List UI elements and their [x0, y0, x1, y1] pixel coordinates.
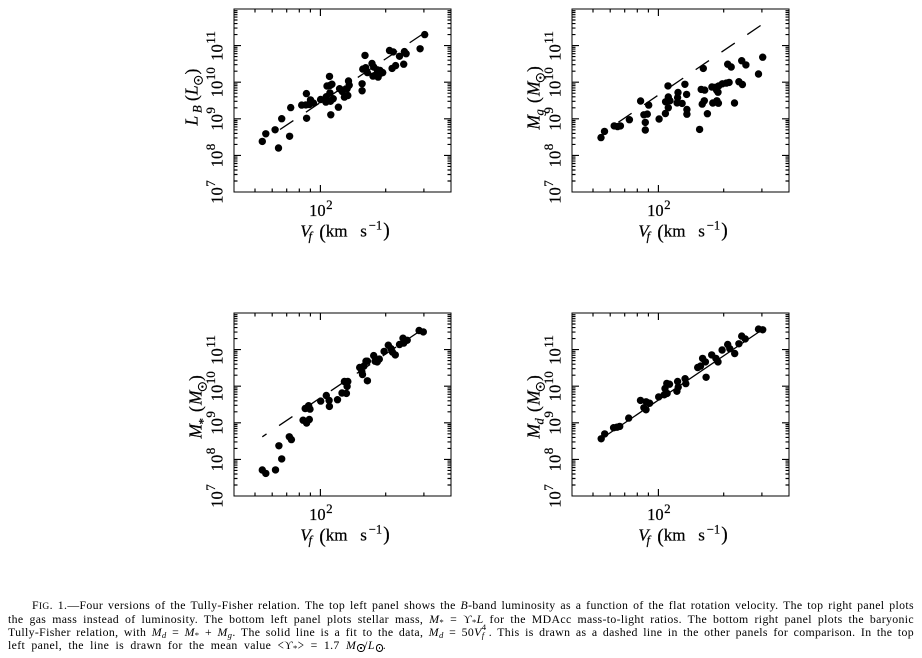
svg-text:10: 10: [545, 81, 564, 98]
svg-text:): ): [186, 375, 206, 381]
svg-text:9: 9: [203, 107, 218, 114]
svg-text:10: 10: [207, 81, 226, 98]
svg-text:9: 9: [541, 107, 556, 114]
svg-text:10: 10: [207, 114, 226, 131]
svg-text:10: 10: [545, 418, 564, 435]
svg-text:2: 2: [664, 501, 671, 516]
svg-text:10: 10: [309, 505, 326, 524]
svg-text:10: 10: [203, 371, 218, 384]
svg-text:10: 10: [545, 385, 564, 402]
svg-text:10: 10: [545, 114, 564, 131]
svg-text:10: 10: [545, 44, 564, 61]
svg-text:L: L: [182, 116, 202, 127]
svg-text:10: 10: [207, 418, 226, 435]
svg-text:10: 10: [545, 348, 564, 365]
svg-text:10: 10: [647, 505, 664, 524]
svg-text:): ): [182, 69, 202, 75]
svg-text:L: L: [182, 85, 202, 96]
svg-text:M: M: [186, 389, 206, 406]
svg-text:11: 11: [203, 335, 218, 348]
svg-text:10: 10: [207, 187, 226, 204]
svg-text:M: M: [524, 114, 544, 131]
svg-text:): ): [524, 375, 544, 381]
svg-text:M: M: [524, 80, 544, 97]
svg-text:*: *: [196, 418, 211, 425]
svg-text:10: 10: [545, 491, 564, 508]
svg-text:10: 10: [647, 201, 664, 220]
svg-text:M: M: [524, 423, 544, 440]
svg-text:M: M: [186, 423, 206, 440]
svg-text:10: 10: [545, 455, 564, 472]
svg-text:g: g: [533, 109, 547, 115]
svg-text:10: 10: [545, 187, 564, 204]
svg-text:(: (: [182, 95, 202, 101]
svg-text:2: 2: [664, 197, 671, 212]
svg-text:Vf(kms−1): Vf (km s −1): [300, 219, 390, 244]
svg-text:(: (: [524, 97, 544, 103]
svg-text:8: 8: [541, 448, 556, 455]
svg-text:B: B: [191, 105, 205, 113]
svg-text:7: 7: [203, 180, 218, 187]
svg-text:9: 9: [541, 411, 556, 418]
svg-text:10: 10: [541, 371, 556, 384]
svg-text:9: 9: [203, 411, 218, 418]
svg-text:10: 10: [309, 201, 326, 220]
svg-text:8: 8: [203, 144, 218, 151]
svg-text:10: 10: [207, 44, 226, 61]
svg-text:10: 10: [207, 491, 226, 508]
svg-text:8: 8: [541, 144, 556, 151]
svg-text:Vf(kms−1): Vf (km s −1): [638, 219, 728, 244]
svg-text:(: (: [186, 406, 206, 412]
svg-text:7: 7: [541, 484, 556, 491]
svg-text:(: (: [524, 406, 544, 412]
svg-text:Vf(kms−1): Vf (km s −1): [638, 523, 728, 548]
svg-text:10: 10: [207, 385, 226, 402]
svg-text:2: 2: [326, 501, 333, 516]
svg-text:10: 10: [545, 151, 564, 168]
svg-text:10: 10: [207, 455, 226, 472]
svg-text:2: 2: [326, 197, 333, 212]
svg-text:7: 7: [203, 484, 218, 491]
svg-text:8: 8: [203, 448, 218, 455]
svg-text:10: 10: [207, 151, 226, 168]
svg-text:10: 10: [203, 67, 218, 80]
svg-text:M: M: [524, 389, 544, 406]
svg-text:d: d: [533, 418, 547, 425]
svg-text:11: 11: [541, 335, 556, 348]
svg-text:11: 11: [541, 31, 556, 44]
svg-text:): ): [524, 66, 544, 72]
svg-text:11: 11: [203, 31, 218, 44]
svg-text:Vf(kms−1): Vf (km s −1): [300, 523, 390, 548]
svg-text:7: 7: [541, 180, 556, 187]
svg-text:10: 10: [207, 348, 226, 365]
